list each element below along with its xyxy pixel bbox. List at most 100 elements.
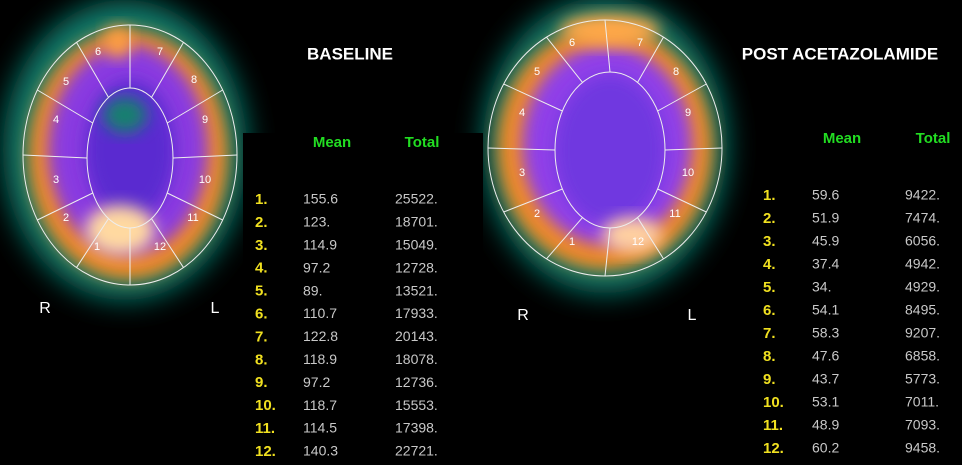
orientation-label: L (211, 300, 220, 317)
region-label: 7 (637, 37, 643, 49)
scan-image (0, 0, 247, 305)
table-cell: 18701. (395, 214, 438, 230)
row-index: 8. (763, 348, 776, 365)
region-label: 3 (519, 167, 525, 179)
table-cell: 4929. (905, 279, 940, 295)
orientation-label: L (688, 307, 697, 324)
row-index: 10. (255, 397, 276, 414)
row-index: 12. (255, 443, 276, 460)
region-label: 6 (569, 37, 575, 49)
region-label: 10 (199, 174, 211, 186)
region-label: 2 (63, 212, 69, 224)
table-cell: 15553. (395, 397, 438, 413)
table-cell: 123. (303, 214, 330, 230)
segment-divider (546, 217, 583, 260)
row-index: 9. (763, 371, 776, 388)
table-cell: 17398. (395, 420, 438, 436)
table-cell: 12736. (395, 374, 438, 390)
table-background (243, 133, 483, 465)
table-cell: 114.5 (303, 420, 337, 436)
segment-divider (76, 42, 109, 98)
table-cell: 122.8 (303, 328, 338, 344)
table-cell: 45.9 (812, 233, 839, 249)
segment-divider (172, 154, 238, 159)
row-index: 7. (763, 325, 776, 342)
row-index: 11. (763, 417, 783, 434)
table-cell: 58.3 (812, 325, 839, 341)
panel-title: BASELINE (307, 44, 393, 63)
segment-divider (37, 89, 94, 124)
table-cell: 140.3 (303, 443, 338, 459)
region-label: 9 (202, 114, 208, 126)
row-index: 4. (255, 260, 268, 277)
orientation-label: R (517, 307, 529, 324)
segment-divider (487, 147, 556, 151)
table-cell: 118.7 (303, 397, 337, 413)
segment-divider (503, 83, 563, 112)
table-cell: 22721. (395, 443, 438, 459)
table-cell: 9207. (905, 325, 940, 341)
table-cell: 18078. (395, 351, 438, 367)
table-cell: 43.7 (812, 371, 839, 387)
column-header: Mean (823, 130, 861, 147)
table-cell: 15049. (395, 237, 438, 253)
column-header: Total (405, 134, 440, 151)
row-index: 1. (255, 191, 268, 208)
region-label: 8 (191, 74, 197, 86)
region-label: 10 (682, 167, 694, 179)
table-cell: 110.7 (303, 305, 337, 321)
table-cell: 25522. (395, 191, 438, 207)
row-index: 5. (255, 283, 268, 300)
segment-divider (166, 89, 223, 124)
segment-divider (657, 188, 707, 213)
table-cell: 6858. (905, 348, 940, 364)
region-label: 1 (569, 236, 575, 248)
segment-divider (76, 218, 109, 268)
row-index: 7. (255, 328, 268, 345)
segment-divider (604, 227, 611, 277)
region-label: 7 (157, 46, 163, 58)
region-label: 5 (63, 76, 69, 88)
row-index: 10. (763, 394, 784, 411)
row-index: 2. (255, 214, 268, 231)
row-index: 3. (255, 237, 268, 254)
table-cell: 6056. (905, 233, 940, 249)
table-cell: 54.1 (812, 302, 839, 318)
segment-divider (167, 192, 223, 221)
row-index: 1. (763, 187, 776, 204)
panel-title: POST ACETAZOLAMIDE (742, 44, 938, 63)
region-label: 4 (519, 107, 525, 119)
region-label: 1 (94, 241, 100, 253)
table-cell: 37.4 (812, 256, 839, 272)
region-label: 11 (669, 208, 680, 220)
segment-divider (604, 19, 611, 73)
table-cell: 9422. (905, 187, 940, 203)
table-cell: 20143. (395, 328, 438, 344)
table-cell: 51.9 (812, 210, 839, 226)
scan-image (483, 0, 727, 293)
table-cell: 155.6 (303, 191, 338, 207)
table-cell: 97.2 (303, 259, 330, 275)
region-label: 8 (673, 66, 679, 78)
row-index: 6. (763, 302, 776, 319)
region-label: 2 (534, 208, 540, 220)
segment-divider (657, 83, 707, 112)
segment-divider (664, 147, 723, 151)
row-index: 5. (763, 279, 776, 296)
segment-divider (637, 217, 664, 260)
table-cell: 89. (303, 282, 322, 298)
table-cell: 34. (812, 279, 831, 295)
region-label: 9 (685, 107, 691, 119)
segment-divider (37, 192, 93, 221)
region-label: 12 (632, 236, 644, 248)
table-cell: 118.9 (303, 351, 337, 367)
table-cell: 60.2 (812, 440, 839, 456)
table-cell: 53.1 (812, 394, 839, 410)
segment-divider (503, 188, 563, 213)
segment-divider (637, 36, 664, 83)
segment-divider (546, 36, 583, 83)
table-cell: 59.6 (812, 187, 839, 203)
region-label: 5 (534, 66, 540, 78)
